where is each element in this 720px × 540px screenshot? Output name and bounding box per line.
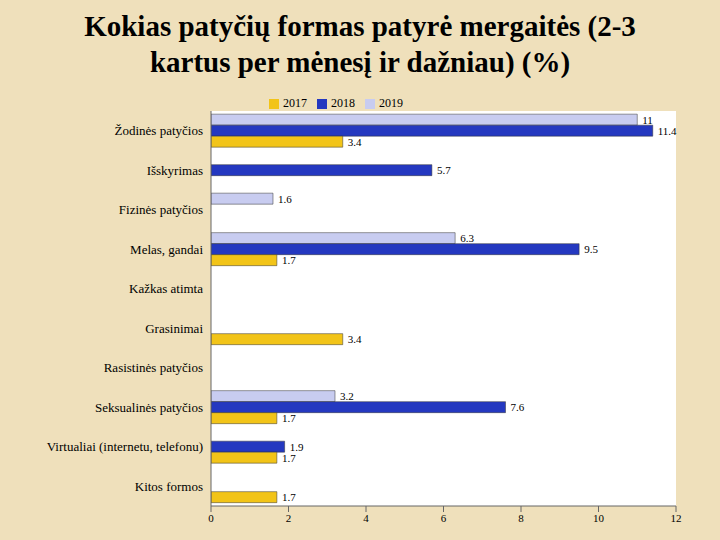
svg-text:Išskyrimas: Išskyrimas: [147, 163, 203, 178]
svg-text:Virtualiai (internetu, telefon: Virtualiai (internetu, telefonu): [47, 439, 203, 454]
svg-text:1.9: 1.9: [289, 440, 304, 453]
svg-text:5.7: 5.7: [437, 164, 451, 176]
html-text:2017: 2017: [283, 96, 307, 110]
svg-text:2: 2: [286, 512, 292, 524]
svg-text:Rasistinės patyčios: Rasistinės patyčios: [104, 360, 203, 375]
html-text:2018: 2018: [331, 96, 355, 110]
html-text:Kokias patyčių formas patyrė m: Kokias patyčių formas patyrė mergaitės (…: [84, 10, 636, 78]
svg-text:12: 12: [671, 512, 682, 524]
svg-text:Melas, gandai: Melas, gandai: [130, 242, 203, 257]
svg-text:11.4: 11.4: [658, 125, 677, 137]
svg-text:Fizinės patyčios: Fizinės patyčios: [119, 202, 203, 217]
svg-text:Grasinimai: Grasinimai: [145, 321, 203, 336]
svg-text:1.6: 1.6: [278, 193, 292, 205]
svg-text:3.4: 3.4: [348, 136, 362, 148]
svg-text:6: 6: [441, 512, 447, 524]
svg-text:1.7: 1.7: [282, 254, 296, 266]
svg-text:Kažkas atimta: Kažkas atimta: [129, 281, 203, 296]
svg-text:0: 0: [208, 512, 214, 524]
svg-text:Kitos formos: Kitos formos: [135, 479, 203, 494]
svg-text:Žodinės patyčios: Žodinės patyčios: [115, 123, 203, 138]
svg-text:1.7: 1.7: [282, 412, 296, 424]
svg-text:9.5: 9.5: [584, 243, 598, 255]
svg-text:1.7: 1.7: [282, 452, 296, 464]
svg-text:6.3: 6.3: [460, 232, 474, 244]
svg-text:8: 8: [518, 512, 524, 524]
svg-text:1.7: 1.7: [282, 491, 296, 503]
svg-text:4: 4: [363, 512, 369, 524]
svg-text:Seksualinės patyčios: Seksualinės patyčios: [95, 400, 203, 415]
svg-text:11: 11: [642, 114, 653, 126]
svg-text:3.2: 3.2: [340, 390, 354, 402]
html-text:2019: 2019: [379, 96, 403, 110]
svg-text:3.4: 3.4: [348, 333, 362, 345]
svg-text:10: 10: [593, 512, 605, 524]
svg-text:7.6: 7.6: [511, 401, 525, 413]
